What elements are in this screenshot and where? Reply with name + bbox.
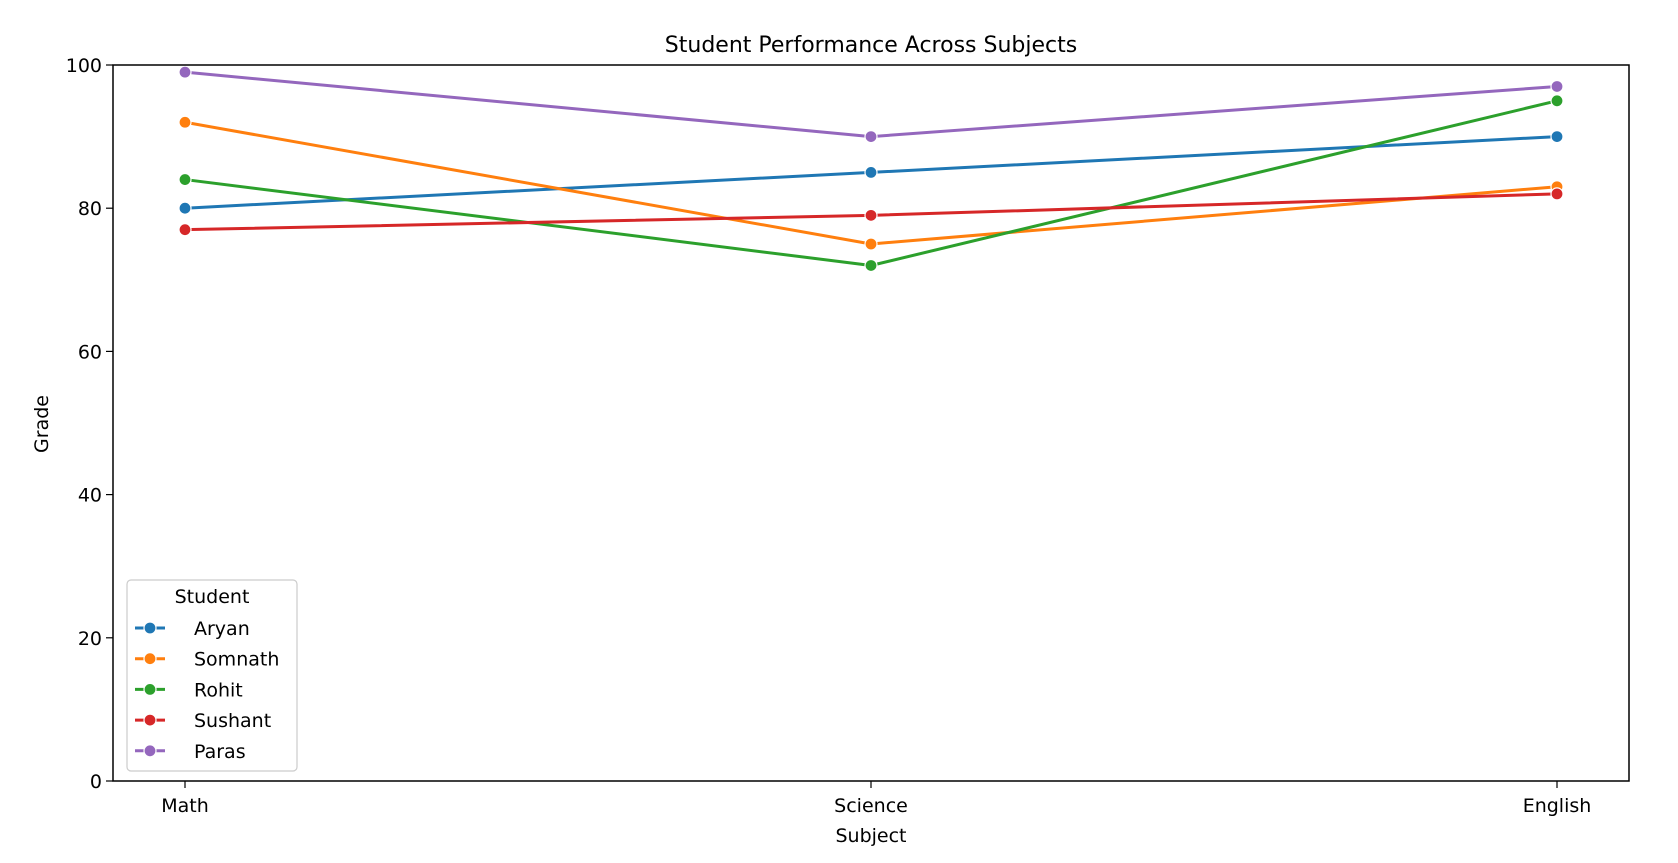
y-tick-label: 0 bbox=[90, 771, 102, 793]
legend-label: Paras bbox=[194, 741, 246, 763]
legend-swatch-marker bbox=[143, 744, 157, 758]
data-point-rohit bbox=[1550, 94, 1564, 108]
legend-label: Aryan bbox=[194, 618, 250, 640]
data-point-aryan bbox=[864, 165, 878, 179]
data-point-somnath bbox=[864, 237, 878, 251]
y-tick-label: 100 bbox=[66, 55, 102, 77]
legend-swatch-marker bbox=[143, 682, 157, 697]
data-point-rohit bbox=[864, 258, 878, 273]
legend-label: Somnath bbox=[194, 649, 279, 671]
x-axis: Math Science English bbox=[161, 781, 1591, 817]
legend-swatch-marker bbox=[143, 621, 157, 635]
legend-item: Aryan bbox=[135, 618, 250, 640]
data-point-sushant bbox=[864, 208, 878, 222]
y-tick-label: 20 bbox=[78, 628, 102, 650]
legend-label: Rohit bbox=[194, 679, 243, 701]
series-markers bbox=[178, 65, 1564, 273]
chart-title: Student Performance Across Subjects bbox=[665, 33, 1077, 58]
data-point-aryan bbox=[178, 201, 192, 215]
data-point-sushant bbox=[178, 223, 192, 237]
plot-area bbox=[113, 65, 1629, 781]
x-axis-label: Subject bbox=[835, 825, 906, 847]
legend-title: Student bbox=[175, 586, 250, 608]
legend-item: Somnath bbox=[135, 649, 279, 671]
legend-swatch-marker bbox=[143, 713, 157, 727]
data-point-aryan bbox=[1550, 130, 1564, 144]
x-tick-label: Math bbox=[161, 795, 209, 817]
y-axis-label: Grade bbox=[31, 395, 53, 453]
data-point-sushant bbox=[1550, 187, 1564, 201]
legend-item: Rohit bbox=[135, 679, 243, 701]
legend: Student Aryan Somnath Rohit Sushant Paras bbox=[126, 579, 298, 772]
data-point-paras bbox=[1550, 79, 1564, 94]
y-tick-label: 60 bbox=[78, 341, 102, 363]
x-tick-label: Science bbox=[834, 795, 908, 817]
y-tick-label: 80 bbox=[78, 198, 102, 220]
data-point-rohit bbox=[178, 172, 192, 187]
legend-item: Paras bbox=[135, 741, 246, 763]
data-point-somnath bbox=[178, 115, 192, 129]
legend-item: Sushant bbox=[135, 710, 271, 732]
data-point-paras bbox=[178, 65, 192, 79]
legend-box bbox=[126, 579, 298, 772]
plot-frame bbox=[112, 64, 1630, 782]
data-point-paras bbox=[864, 130, 878, 144]
x-tick-label: English bbox=[1523, 795, 1592, 817]
y-tick-label: 40 bbox=[78, 485, 102, 507]
legend-swatch-marker bbox=[143, 652, 157, 666]
y-axis: 0 20 40 60 80 100 bbox=[66, 55, 113, 793]
legend-label: Sushant bbox=[194, 710, 271, 732]
